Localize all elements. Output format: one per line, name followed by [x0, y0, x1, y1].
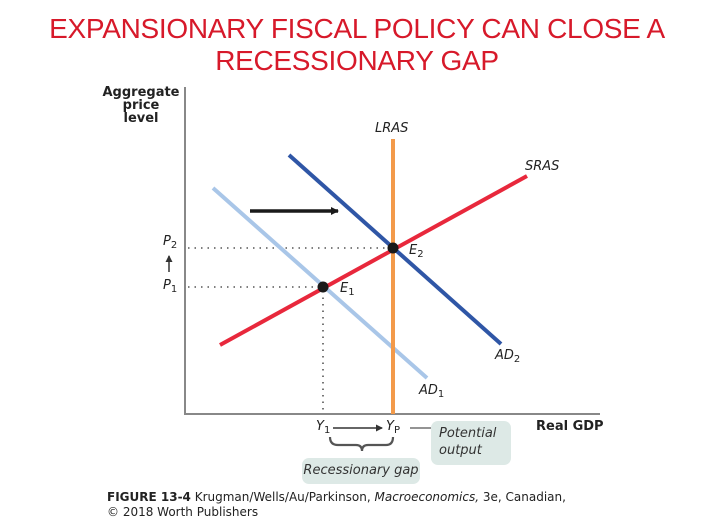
e1-point: [317, 281, 329, 293]
caption-book: Macroeconomics,: [374, 490, 480, 504]
potential-output-line-1: Potential: [439, 426, 497, 441]
p2-label: P2: [163, 234, 178, 251]
ad1-label: AD1: [419, 383, 445, 400]
yp-label: YP: [386, 419, 400, 436]
y-axis-label-line-2: price: [122, 98, 160, 113]
recessionary-gap-box: Recessionary gap: [302, 458, 420, 484]
caption-edition: 3e, Canadian,: [479, 490, 566, 504]
sras-curve: [219, 174, 528, 347]
p1-label: P1: [163, 278, 178, 295]
slide-title-line-1: EXPANSIONARY FISCAL POLICY CAN CLOSE A: [49, 13, 665, 44]
y-axis-label-line-1: Aggregate: [102, 85, 180, 100]
caption-authors: Krugman/Wells/Au/Parkinson,: [190, 490, 375, 504]
e2-label: E2: [409, 243, 424, 260]
y-axis-label: Aggregate price level: [96, 86, 186, 125]
y-axis-label-line-3: level: [123, 111, 159, 126]
ad2-label: AD2: [495, 348, 521, 365]
e1-label: E1: [340, 281, 355, 298]
y1-label: Y1: [316, 419, 331, 436]
recessionary-gap-brace: [328, 436, 395, 452]
caption-copyright: © 2018 Worth Publishers: [107, 505, 259, 519]
figure-caption: FIGURE 13-4 Krugman/Wells/Au/Parkinson, …: [107, 490, 566, 520]
potential-output-line-2: output: [439, 443, 482, 458]
e2-point: [387, 242, 399, 254]
lras-label: LRAS: [375, 121, 409, 136]
sras-label: SRAS: [525, 159, 560, 174]
figure-number: FIGURE 13-4: [107, 490, 191, 504]
x-axis-label: Real GDP: [536, 419, 604, 434]
potential-output-box: Potential output: [431, 421, 511, 465]
slide-title-line-2: RECESSIONARY GAP: [215, 45, 499, 76]
